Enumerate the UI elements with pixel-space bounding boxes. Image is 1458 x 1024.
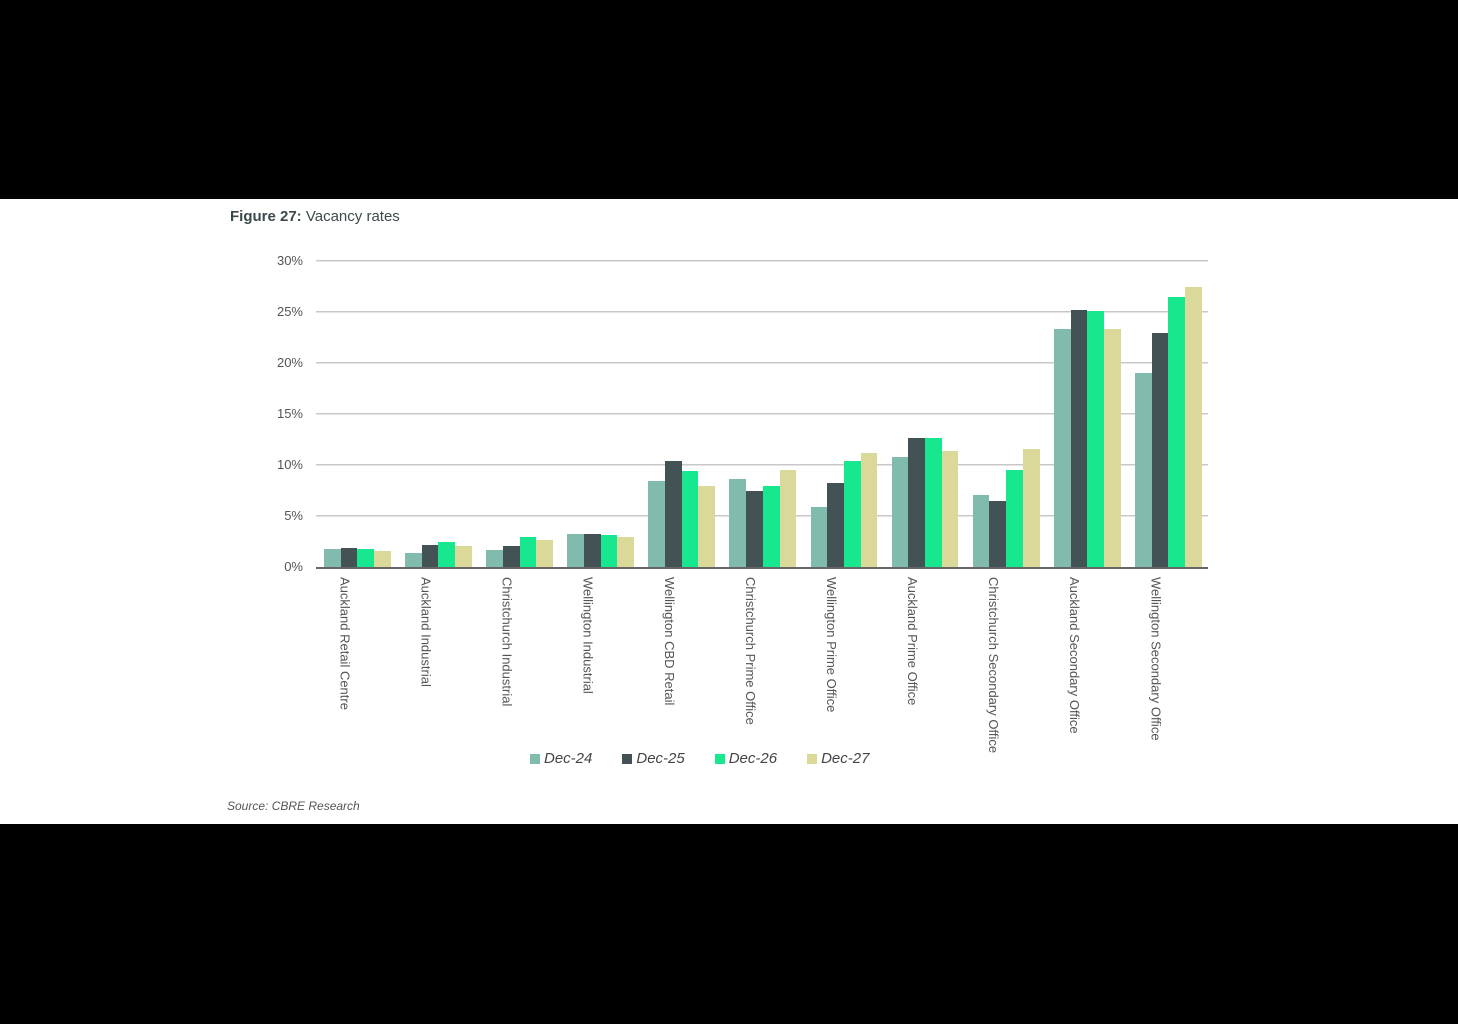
bar-dec-26	[1168, 296, 1185, 567]
x-category-label: Wellington CBD Retail	[661, 577, 677, 706]
gridline	[316, 413, 1208, 415]
gridline	[316, 362, 1208, 364]
x-category-label: Christchurch Prime Office	[742, 577, 758, 725]
legend-label: Dec-24	[544, 750, 593, 767]
bar-dec-26	[681, 471, 699, 567]
bar-dec-26	[925, 438, 942, 567]
bar-dec-25	[1070, 309, 1088, 567]
bar-dec-27	[779, 470, 797, 567]
bar-dec-24	[1053, 329, 1071, 567]
bar-dec-26	[357, 548, 375, 567]
legend-swatch-icon	[807, 753, 818, 764]
y-tick-label: 0%	[284, 559, 303, 574]
bar-dec-25	[340, 547, 358, 567]
bar-dec-24	[1134, 373, 1152, 567]
x-category-label: Auckland Retail Centre	[337, 577, 353, 710]
x-category-label: Auckland Prime Office	[905, 577, 921, 706]
bar-dec-25	[908, 438, 926, 567]
bar-dec-26	[1006, 470, 1023, 567]
legend-swatch-icon	[622, 753, 633, 764]
y-tick-label: 15%	[276, 406, 303, 421]
bar-dec-25	[502, 545, 520, 567]
x-category-label: Auckland Industrial	[418, 577, 434, 687]
x-category-label: Wellington Industrial	[580, 577, 596, 694]
bar-dec-27	[374, 550, 391, 567]
legend-label: Dec-26	[728, 750, 778, 767]
bar-dec-27	[1185, 286, 1202, 567]
bar-dec-27	[698, 486, 716, 567]
bar-chart: 0% 5% 10% 15% 20% 25% 30% Auckland Retail Centr…	[0, 199, 1458, 824]
y-tick-label: 10%	[276, 457, 303, 472]
legend-swatch-icon	[714, 753, 725, 764]
bar-dec-26	[600, 535, 618, 567]
legend-label: Dec-25	[636, 750, 685, 767]
x-category-label: Auckland Secondary Office	[1067, 577, 1083, 734]
bar-dec-24	[648, 481, 666, 567]
figure-title: Figure 27: Vacancy rates	[230, 208, 400, 225]
legend-swatch-icon	[530, 753, 540, 764]
gridline	[316, 464, 1208, 466]
bar-dec-24	[486, 549, 503, 567]
legend-item: Dec-27	[807, 750, 869, 767]
x-axis-line	[316, 567, 1208, 569]
gridline	[316, 311, 1208, 313]
bar-dec-27	[1022, 448, 1040, 567]
bar-dec-27	[860, 452, 878, 567]
bar-dec-26	[762, 486, 780, 567]
chart-legend: Dec-24 Dec-25 Dec-26 Dec-27	[530, 750, 869, 767]
bar-dec-26	[843, 460, 861, 567]
figure-title-text: Vacancy rates	[305, 208, 400, 225]
bar-dec-25	[583, 534, 601, 567]
bar-dec-24	[729, 479, 747, 567]
bar-dec-27	[941, 450, 959, 567]
legend-item: Dec-26	[714, 750, 778, 767]
legend-item: Dec-24	[530, 750, 592, 767]
bar-dec-24	[810, 506, 828, 567]
bar-dec-26	[519, 537, 537, 567]
x-category-label: Wellington Secondary Office	[1148, 577, 1164, 741]
bar-dec-24	[324, 548, 341, 567]
bar-dec-26	[1087, 310, 1104, 567]
bar-dec-26	[438, 541, 456, 567]
bar-dec-24	[567, 534, 584, 567]
bar-dec-24	[891, 456, 909, 567]
figure-label: Figure 27:	[230, 208, 302, 225]
bar-dec-25	[827, 483, 844, 567]
bar-dec-25	[1151, 333, 1169, 567]
bar-dec-27	[455, 545, 472, 567]
y-tick-label: 30%	[276, 253, 303, 268]
bar-dec-27	[1103, 329, 1121, 567]
bar-dec-25	[746, 490, 763, 567]
legend-label: Dec-27	[821, 750, 870, 767]
figure-page: Figure 27: Vacancy rates 0% 5% 10% 15% 20% 25…	[0, 199, 1458, 824]
y-tick-label: 25%	[276, 304, 303, 319]
x-category-label: Christchurch Industrial	[499, 577, 515, 707]
bar-dec-24	[405, 552, 422, 567]
bar-dec-27	[536, 540, 553, 567]
bar-dec-24	[972, 494, 990, 567]
bar-dec-27	[617, 537, 635, 567]
y-tick-label: 20%	[276, 355, 303, 370]
gridline	[316, 260, 1208, 262]
bar-dec-25	[665, 460, 682, 567]
legend-item: Dec-25	[622, 750, 685, 767]
bar-dec-25	[989, 500, 1007, 567]
x-category-label: Christchurch Secondary Office	[986, 577, 1002, 754]
x-category-label: Wellington Prime Office	[823, 577, 839, 713]
y-tick-label: 5%	[284, 508, 303, 523]
bar-dec-25	[421, 544, 439, 567]
source-note: Source: CBRE Research	[227, 799, 360, 813]
